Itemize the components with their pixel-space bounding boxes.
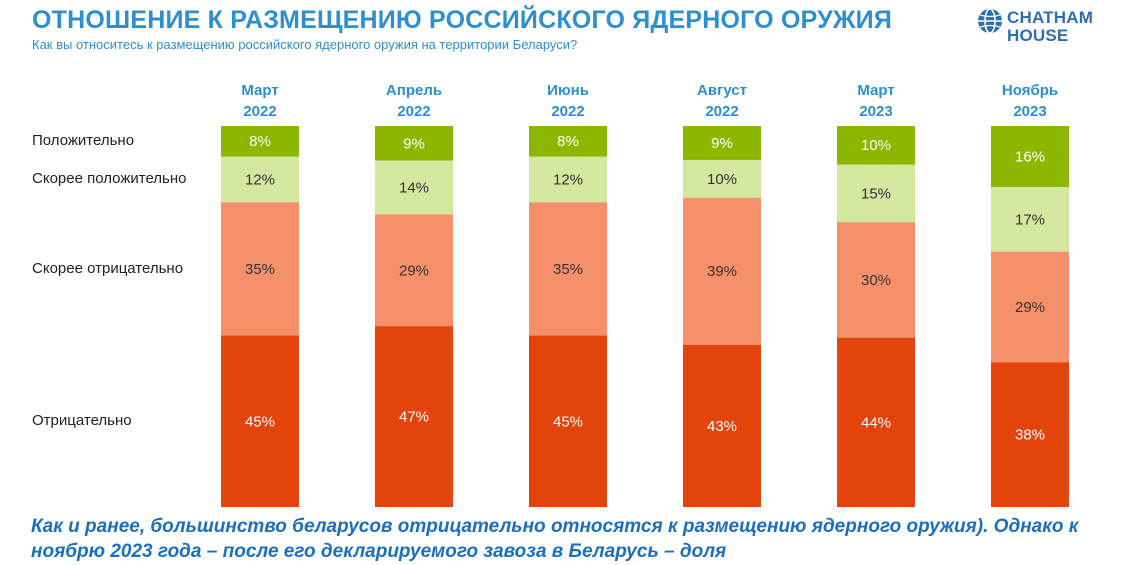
conclusion-text: Как и ранее, большинство беларусов отриц…	[31, 516, 1079, 562]
column-header-month: Июнь	[547, 82, 589, 99]
column-header-month: Март	[241, 82, 279, 99]
bar-segment	[221, 126, 299, 157]
data-label: 35%	[553, 261, 583, 278]
bar-segment	[529, 202, 607, 336]
bar-segment	[837, 222, 915, 338]
bar-segment	[837, 164, 915, 223]
data-label: 12%	[553, 171, 583, 188]
logo-text-line2: HOUSE	[1007, 26, 1069, 45]
column-header-month: Март	[857, 82, 895, 99]
column-header-year: 2023	[859, 103, 893, 120]
data-label: 29%	[399, 262, 429, 279]
column-header-year: 2022	[551, 103, 585, 120]
data-label: 8%	[557, 133, 579, 150]
page-title: ОТНОШЕНИЕ К РАЗМЕЩЕНИЮ РОССИЙСКОГО ЯДЕРН…	[32, 6, 893, 34]
column-header: Июнь 2022	[523, 80, 613, 122]
chatham-house-logo[interactable]: CHATHAM HOUSE	[977, 6, 1117, 46]
bar-segment	[375, 126, 453, 161]
page-subtitle: Как вы относитесь к размещению российско…	[32, 37, 578, 52]
data-label: 10%	[861, 137, 891, 154]
column-header-year: 2022	[243, 103, 277, 120]
bar-segment	[837, 337, 915, 507]
data-label: 14%	[399, 180, 429, 197]
bar-segment	[529, 156, 607, 203]
data-label: 15%	[861, 185, 891, 202]
bar-segment	[683, 197, 761, 345]
bar-segment	[837, 126, 915, 165]
column-header-month: Апрель	[385, 82, 443, 99]
data-label: 30%	[861, 272, 891, 289]
category-label: Положительно	[32, 132, 135, 150]
logo-text-line1: CHATHAM	[1007, 8, 1094, 27]
category-label: Скорее отрицательно	[32, 259, 184, 277]
bar-segment	[221, 202, 299, 336]
column-header-month: Август	[697, 82, 747, 99]
data-label: 29%	[1015, 299, 1045, 316]
bar-segment	[221, 335, 299, 507]
bar-segment	[529, 335, 607, 507]
data-label: 47%	[399, 409, 429, 426]
column-header-year: 2022	[397, 103, 431, 120]
column-header-year: 2022	[705, 103, 739, 120]
category-label: Отрицательно	[32, 412, 132, 430]
data-label: 16%	[1015, 148, 1045, 165]
category-label: Скорее положительно	[32, 170, 187, 188]
data-label: 9%	[403, 135, 425, 152]
bar-segment	[375, 326, 453, 507]
data-label: 9%	[711, 135, 733, 152]
bar-segment	[529, 126, 607, 157]
column-header: Ноябрь 2023	[985, 80, 1075, 122]
column-header: Март 2023	[831, 80, 921, 122]
bar-segment	[991, 186, 1069, 252]
data-label: 35%	[245, 261, 275, 278]
data-label: 39%	[707, 263, 737, 280]
data-label: 38%	[1015, 427, 1045, 444]
data-label: 43%	[707, 418, 737, 435]
bar-segment	[991, 251, 1069, 363]
bar-segment	[375, 160, 453, 215]
globe-icon	[978, 8, 1002, 34]
data-label: 45%	[245, 413, 275, 430]
data-label: 8%	[249, 133, 271, 150]
data-label: 45%	[553, 413, 583, 430]
bar-segment	[683, 126, 761, 160]
bar-segment	[221, 156, 299, 203]
bar-segment	[683, 159, 761, 198]
bar-segment	[683, 344, 761, 507]
data-label: 17%	[1015, 211, 1045, 228]
column-header-year: 2023	[1013, 103, 1047, 120]
column-header-month: Ноябрь	[1001, 82, 1059, 99]
column-header: Март 2022	[215, 80, 305, 122]
data-label: 12%	[245, 171, 275, 188]
column-header: Август 2022	[677, 80, 767, 122]
bar-segment	[991, 362, 1069, 507]
bar-segment	[375, 214, 453, 327]
bar-segment	[991, 126, 1069, 187]
data-label: 10%	[707, 171, 737, 188]
column-header: Апрель 2022	[369, 80, 459, 122]
data-label: 44%	[861, 414, 891, 431]
